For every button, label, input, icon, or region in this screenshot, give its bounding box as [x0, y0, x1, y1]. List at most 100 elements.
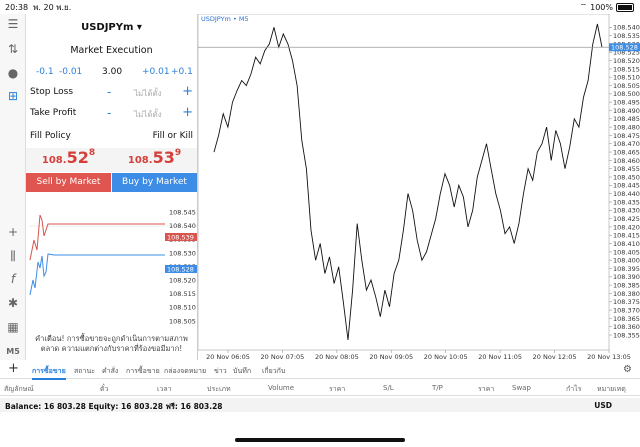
col-swap: Swap [512, 384, 531, 392]
account-currency: USD [594, 401, 612, 410]
tab-orders[interactable]: คำสั่ง [102, 367, 119, 375]
templates-icon[interactable]: ▦ [7, 320, 19, 334]
y-tick-label: 108.490 [613, 107, 640, 115]
balance-text: Balance: 16 803.28 Equity: 16 803.28 ฟรี… [5, 402, 223, 411]
y-tick-label: 108.520 [613, 57, 640, 65]
tab-history[interactable]: การซื้อขาย [126, 367, 160, 375]
fill-policy-row[interactable]: Fill Policy Fill or Kill [30, 131, 193, 141]
mini-y-tick: 108.505 [169, 317, 196, 325]
volume-minus-01[interactable]: -0.1 [36, 67, 54, 77]
mini-ask-tag-text: 108.539 [167, 234, 194, 242]
y-tick-label: 108.430 [613, 207, 640, 215]
objects-icon[interactable]: ✱ [7, 296, 19, 310]
col-profit: กำไร [566, 385, 582, 393]
y-tick-label: 108.370 [613, 306, 640, 314]
y-tick-label: 108.525 [613, 49, 640, 57]
take-profit-input[interactable]: ไม่ได้ตั้ง [134, 110, 162, 119]
execution-type[interactable]: Market Execution [70, 45, 153, 56]
x-tick-label: 20 Nov 08:05 [315, 353, 359, 360]
battery-icon [616, 2, 634, 12]
y-tick-label: 108.395 [613, 265, 640, 273]
y-tick-label: 108.450 [613, 173, 640, 181]
y-tick-label: 108.415 [613, 232, 640, 240]
x-tick-label: 20 Nov 11:05 [478, 353, 522, 360]
mini-y-tick: 108.545 [169, 209, 196, 217]
stop-loss-label: Stop Loss [30, 87, 74, 97]
volume-input[interactable]: 3.00 [102, 67, 123, 77]
tab-about[interactable]: เกี่ยวกับ [262, 367, 286, 375]
table-header: สัญลักษณ์ ตั๋ว เวลา ประเภท Volume ราคา S… [0, 381, 640, 396]
mini-y-tick: 108.510 [169, 304, 196, 312]
col-ticket: ตั๋ว [100, 385, 109, 393]
volume-minus-001[interactable]: -0.01 [59, 67, 83, 77]
quotes-row: 108.528 108.539 [26, 148, 197, 172]
volume-plus-001[interactable]: +0.01 [142, 67, 170, 77]
add-icon[interactable]: + [8, 361, 19, 376]
y-tick-label: 108.420 [613, 223, 640, 231]
stop-loss-input[interactable]: ไม่ได้ตั้ง [134, 89, 162, 98]
stop-loss-minus-button[interactable]: - [107, 85, 112, 99]
y-tick-label: 108.455 [613, 165, 640, 173]
y-tick-label: 108.445 [613, 182, 640, 190]
sell-by-market-button[interactable]: Sell by Market [26, 173, 111, 192]
x-tick-label: 20 Nov 09:05 [369, 353, 413, 360]
status-date: พ. 20 พ.ย. [33, 2, 72, 12]
fill-policy-label: Fill Policy [30, 131, 71, 141]
fill-policy-value[interactable]: Fill or Kill [152, 131, 193, 141]
new-order-icon[interactable]: ⊞ [7, 89, 19, 103]
y-tick-label: 108.540 [613, 24, 640, 32]
take-profit-plus-button[interactable]: + [182, 105, 193, 120]
take-profit-minus-button[interactable]: - [107, 106, 112, 120]
add-symbol-icon[interactable]: ⇅ [7, 42, 19, 56]
ask-price: 108.539 [112, 148, 197, 172]
bid-price: 108.528 [26, 148, 111, 172]
col-price-current: ราคา [478, 385, 495, 393]
chat-icon[interactable]: ● [7, 66, 19, 80]
terminal-tabs: + การซื้อขาย สถานะ คำสั่ง การซื้อขาย กล่… [0, 361, 640, 380]
bid-price-prefix: 108. [41, 155, 67, 166]
y-tick-label: 108.390 [613, 273, 640, 281]
tab-journal[interactable]: บันทึก [233, 367, 252, 375]
y-tick-label: 108.400 [613, 257, 640, 265]
bid-price-pip: 8 [88, 148, 96, 158]
y-tick-label: 108.470 [613, 140, 640, 148]
crosshair-icon[interactable]: + [7, 225, 19, 239]
volume-row: -0.1 -0.01 3.00 +0.01 +0.1 [26, 67, 197, 81]
col-tp: T/P [432, 384, 443, 392]
y-tick-label: 108.435 [613, 198, 640, 206]
mini-tick-chart: 108.545108.540108.535108.530108.525108.5… [29, 209, 197, 325]
x-tick-label: 20 Nov 12:05 [533, 353, 577, 360]
y-tick-label: 108.385 [613, 282, 640, 290]
x-tick-label: 20 Nov 06:05 [206, 353, 250, 360]
col-price: ราคา [329, 385, 346, 393]
mini-y-tick: 108.515 [169, 290, 196, 298]
buy-by-market-button[interactable]: Buy by Market [112, 173, 197, 192]
price-chart[interactable]: USDJPYm • M5 108.540108.535108.530108.52… [197, 13, 640, 361]
col-type: ประเภท [207, 385, 231, 393]
y-tick-label: 108.475 [613, 132, 640, 140]
volume-plus-01[interactable]: +0.1 [171, 67, 193, 77]
stop-loss-plus-button[interactable]: + [182, 84, 193, 99]
tab-exposure[interactable]: สถานะ [74, 367, 95, 375]
y-tick-label: 108.405 [613, 248, 640, 256]
tab-mailbox[interactable]: กล่องจดหมาย [164, 367, 207, 375]
balance-row: Balance: 16 803.28 Equity: 16 803.28 ฟรี… [0, 398, 640, 412]
timeframe-button[interactable]: M5 [6, 346, 20, 356]
x-tick-label: 20 Nov 13:05 [587, 353, 631, 360]
y-tick-label: 108.380 [613, 290, 640, 298]
candlestick-icon[interactable]: ⫼ [10, 248, 16, 263]
mini-bid-tag [165, 265, 197, 273]
indicator-icon[interactable]: f [10, 272, 16, 286]
y-tick-label: 108.495 [613, 99, 640, 107]
status-bar: 20:38 พ. 20 พ.ย. ⌔ 100% [0, 0, 640, 14]
menu-icon[interactable]: ☰ [7, 17, 19, 31]
home-indicator[interactable] [235, 438, 405, 442]
y-tick-label: 108.515 [613, 65, 640, 73]
terminal-settings-icon[interactable]: ⚙ [623, 364, 632, 375]
current-price-tag-text: 108.528 [611, 44, 638, 52]
symbol-selector[interactable]: USDJPYm ▾ [81, 22, 142, 33]
tab-trade[interactable]: การซื้อขาย [32, 366, 66, 380]
y-tick-label: 108.500 [613, 90, 640, 98]
tab-news[interactable]: ข่าว [214, 367, 227, 375]
y-tick-label: 108.460 [613, 157, 640, 165]
